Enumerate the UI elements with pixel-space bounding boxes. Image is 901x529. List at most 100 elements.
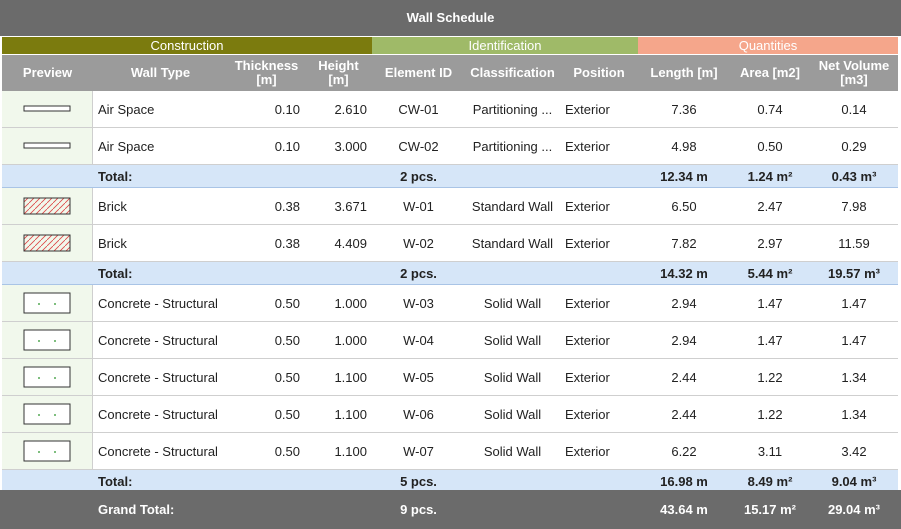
preview: [2, 128, 93, 165]
cell: 2.610: [334, 101, 367, 117]
total-count: 5 pcs.: [400, 473, 437, 489]
cell: 0.50: [757, 138, 783, 154]
cell: 1.100: [334, 406, 367, 422]
cell: 1.22: [757, 369, 783, 385]
total-volume: 29.04 m³: [827, 501, 881, 517]
cell: 1.47: [841, 332, 867, 348]
row-bg: [2, 396, 898, 433]
cell: Exterior: [565, 295, 610, 311]
column-group: Quantities: [638, 37, 898, 54]
column-header: Net Volume [m3]: [810, 55, 898, 91]
cell: 1.000: [334, 332, 367, 348]
row-bg: [2, 225, 898, 262]
cell: Solid Wall: [483, 295, 542, 311]
cell: 2.44: [671, 369, 697, 385]
total-length: 14.32 m: [660, 265, 708, 281]
column-header: Element ID: [372, 55, 465, 91]
column-header: Position: [560, 55, 638, 91]
cell: Exterior: [565, 443, 610, 459]
column-header: Thickness [m]: [228, 55, 305, 91]
cell: 0.14: [841, 101, 867, 117]
cell: Standard Wall: [471, 235, 554, 251]
cell: 4.409: [334, 235, 367, 251]
cell: 3.42: [841, 443, 867, 459]
cell: 0.10: [274, 138, 300, 154]
total-length: 12.34 m: [660, 168, 708, 184]
cell: 0.50: [274, 295, 300, 311]
total-label: Total:: [98, 473, 133, 489]
cell: 1.000: [334, 295, 367, 311]
cell: W-03: [403, 295, 434, 311]
cell: 0.50: [274, 369, 300, 385]
total-area: 5.44 m²: [747, 265, 793, 281]
cell: Partitioning ...: [472, 101, 553, 117]
cell: 4.98: [671, 138, 697, 154]
total-length: 43.64 m: [660, 501, 708, 517]
column-group: Construction: [2, 37, 372, 54]
cell: 1.22: [757, 406, 783, 422]
preview: [2, 433, 93, 470]
cell: W-02: [403, 235, 434, 251]
cell: 3.671: [334, 198, 367, 214]
cell: Concrete - Structural: [98, 443, 218, 459]
row-bg: [2, 322, 898, 359]
cell: 0.50: [274, 443, 300, 459]
total-count: 2 pcs.: [400, 168, 437, 184]
total-row: [2, 262, 898, 285]
cell: 0.29: [841, 138, 867, 154]
cell: Solid Wall: [483, 369, 542, 385]
row-bg: [2, 285, 898, 322]
cell: W-07: [403, 443, 434, 459]
total-label: Grand Total:: [98, 501, 175, 517]
cell: Brick: [98, 235, 127, 251]
column-header: Wall Type: [93, 55, 228, 91]
cell: Concrete - Structural: [98, 295, 218, 311]
cell: Solid Wall: [483, 406, 542, 422]
cell: 2.94: [671, 332, 697, 348]
cell: Solid Wall: [483, 443, 542, 459]
cell: 0.50: [274, 406, 300, 422]
cell: 1.100: [334, 443, 367, 459]
cell: 1.34: [841, 406, 867, 422]
row-bg: [2, 188, 898, 225]
cell: Concrete - Structural: [98, 332, 218, 348]
total-area: 1.24 m²: [747, 168, 793, 184]
cell: Exterior: [565, 369, 610, 385]
row-bg: [2, 128, 898, 165]
preview: [2, 285, 93, 322]
total-area: 8.49 m²: [747, 473, 793, 489]
cell: Exterior: [565, 406, 610, 422]
cell: 2.94: [671, 295, 697, 311]
preview: [2, 396, 93, 433]
cell: Concrete - Structural: [98, 369, 218, 385]
column-header: Classification: [465, 55, 560, 91]
cell: W-05: [403, 369, 434, 385]
cell: Exterior: [565, 138, 610, 154]
total-area: 15.17 m²: [743, 501, 797, 517]
total-count: 2 pcs.: [400, 265, 437, 281]
cell: Concrete - Structural: [98, 406, 218, 422]
preview: [2, 91, 93, 128]
grand-total-row: [0, 490, 901, 529]
cell: 1.47: [757, 332, 783, 348]
cell: Exterior: [565, 198, 610, 214]
cell: 0.74: [757, 101, 783, 117]
cell: 0.10: [274, 101, 300, 117]
cell: Exterior: [565, 332, 610, 348]
cell: Standard Wall: [471, 198, 554, 214]
cell: 1.100: [334, 369, 367, 385]
cell: 2.97: [757, 235, 783, 251]
row-bg: [2, 433, 898, 470]
cell: CW-01: [398, 101, 439, 117]
cell: 0.38: [274, 235, 300, 251]
cell: 7.82: [671, 235, 697, 251]
column-header: Length [m]: [638, 55, 730, 91]
cell: 0.50: [274, 332, 300, 348]
cell: Solid Wall: [483, 332, 542, 348]
total-volume: 9.04 m³: [831, 473, 877, 489]
cell: Partitioning ...: [472, 138, 553, 154]
column-header: Area [m2]: [730, 55, 810, 91]
row-bg: [2, 91, 898, 128]
column-header: Preview: [2, 55, 93, 91]
